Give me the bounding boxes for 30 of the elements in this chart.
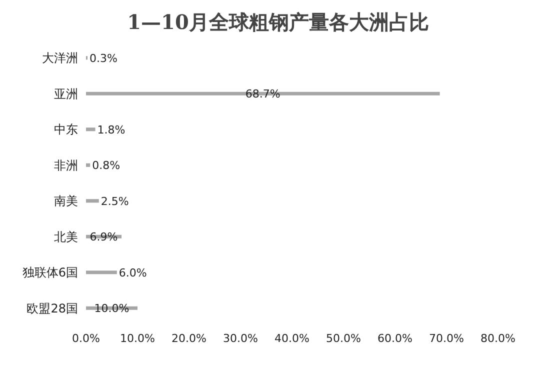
data-label: 68.7%: [245, 88, 280, 101]
chart-title: 1—10月全球粗钢产量各大洲占比: [126, 9, 430, 36]
y-tick-label: 南美: [54, 194, 78, 208]
y-tick-label: 中东: [54, 122, 78, 137]
x-tick-label: 0.0%: [72, 332, 100, 345]
x-tick-label: 80.0%: [480, 332, 516, 345]
x-tick-label: 60.0%: [378, 332, 412, 345]
y-tick-label: 大洋洲: [42, 51, 78, 66]
x-tick-label: 30.0%: [223, 332, 258, 345]
data-label: 0.8%: [92, 159, 120, 172]
bar: [86, 270, 117, 274]
data-label: 0.3%: [90, 52, 118, 65]
data-label: 6.0%: [118, 266, 147, 280]
bar: [86, 163, 90, 167]
bar: [86, 128, 96, 132]
y-tick-label: 独联体6国: [22, 266, 78, 280]
data-label: 2.5%: [100, 194, 129, 208]
x-tick-label: 10.0%: [120, 332, 155, 345]
y-tick-label: 亚洲: [54, 86, 78, 101]
y-tick-label: 欧盟28国: [26, 301, 78, 316]
y-tick-label: 非洲: [54, 158, 78, 172]
x-tick-label: 40.0%: [274, 332, 310, 345]
bar: [86, 199, 99, 203]
x-tick-label: 50.0%: [326, 332, 361, 345]
x-tick-label: 70.0%: [429, 332, 464, 345]
y-tick-label: 北美: [54, 230, 78, 244]
data-label: 1.8%: [97, 123, 126, 136]
data-label: 6.9%: [90, 230, 118, 244]
x-tick-label: 20.0%: [172, 332, 206, 345]
data-label: 10.0%: [94, 302, 130, 316]
